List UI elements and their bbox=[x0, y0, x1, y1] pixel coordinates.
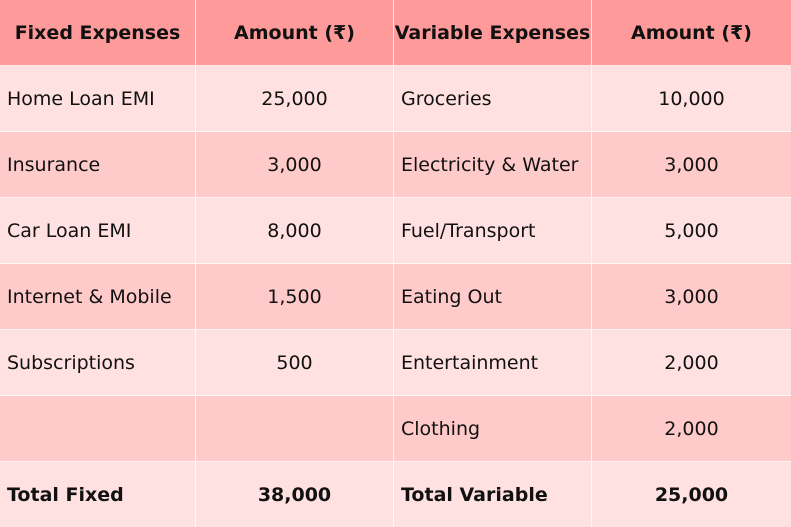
fixed-expense-name: Subscriptions bbox=[0, 330, 196, 396]
header-fixed-expenses: Fixed Expenses bbox=[0, 0, 196, 66]
fixed-expense-name: Home Loan EMI bbox=[0, 66, 196, 132]
fixed-expense-amount bbox=[196, 396, 394, 462]
variable-expense-amount: 5,000 bbox=[592, 198, 791, 264]
variable-expense-amount: 10,000 bbox=[592, 66, 791, 132]
variable-expense-name: Eating Out bbox=[394, 264, 592, 330]
fixed-expense-name: Car Loan EMI bbox=[0, 198, 196, 264]
total-fixed-label: Total Fixed bbox=[0, 462, 196, 527]
total-variable-amount: 25,000 bbox=[592, 462, 791, 527]
fixed-expense-name: Insurance bbox=[0, 132, 196, 198]
variable-expense-amount: 3,000 bbox=[592, 132, 791, 198]
fixed-expense-name: Internet & Mobile bbox=[0, 264, 196, 330]
fixed-expense-name bbox=[0, 396, 196, 462]
variable-expense-amount: 2,000 bbox=[592, 396, 791, 462]
variable-expense-name: Fuel/Transport bbox=[394, 198, 592, 264]
fixed-expense-amount: 8,000 bbox=[196, 198, 394, 264]
header-variable-expenses: Variable Expenses bbox=[394, 0, 592, 66]
total-fixed-amount: 38,000 bbox=[196, 462, 394, 527]
fixed-expense-amount: 1,500 bbox=[196, 264, 394, 330]
fixed-expense-amount: 3,000 bbox=[196, 132, 394, 198]
header-fixed-amount: Amount (₹) bbox=[196, 0, 394, 66]
fixed-expense-amount: 25,000 bbox=[196, 66, 394, 132]
variable-expense-name: Entertainment bbox=[394, 330, 592, 396]
variable-expense-name: Electricity & Water bbox=[394, 132, 592, 198]
variable-expense-amount: 3,000 bbox=[592, 264, 791, 330]
variable-expense-name: Groceries bbox=[394, 66, 592, 132]
total-variable-label: Total Variable bbox=[394, 462, 592, 527]
variable-expense-amount: 2,000 bbox=[592, 330, 791, 396]
fixed-expense-amount: 500 bbox=[196, 330, 394, 396]
variable-expense-name: Clothing bbox=[394, 396, 592, 462]
header-variable-amount: Amount (₹) bbox=[592, 0, 791, 66]
